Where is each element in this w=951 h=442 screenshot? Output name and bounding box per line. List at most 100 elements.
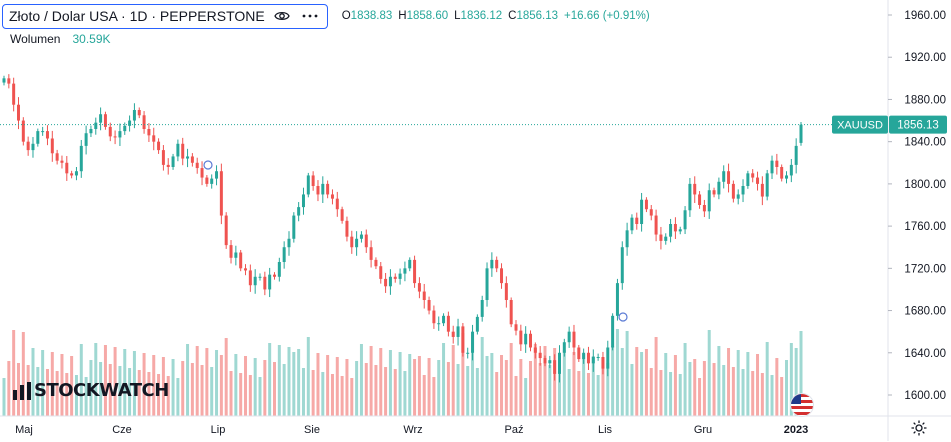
volume-bar xyxy=(379,348,383,416)
gear-icon[interactable] xyxy=(910,419,928,437)
volume-bar xyxy=(422,375,426,416)
symbol-box[interactable]: Złoto / Dolar USA · 1D · PEPPERSTONE xyxy=(2,3,328,29)
volume-bar xyxy=(330,374,334,416)
candle-body xyxy=(731,183,735,199)
volume-bar xyxy=(683,343,687,416)
candle-body xyxy=(591,357,595,364)
candle-body xyxy=(123,125,127,132)
candle-body xyxy=(306,175,310,195)
volume-bar xyxy=(461,333,465,416)
candle-body xyxy=(253,276,257,286)
volume-bar xyxy=(292,352,296,416)
candle-body xyxy=(248,270,252,286)
volume-bar xyxy=(113,347,117,416)
volume-bar xyxy=(369,346,373,416)
candle-body xyxy=(770,160,774,174)
candle-body xyxy=(422,291,426,300)
candle-body xyxy=(340,209,344,221)
more-options-icon[interactable] xyxy=(299,7,321,25)
candle-body xyxy=(94,122,98,129)
volume-bar xyxy=(524,378,528,416)
volume-bar xyxy=(707,330,711,416)
event-marker-icon[interactable] xyxy=(618,312,628,322)
candle-body xyxy=(630,217,634,231)
volume-bar xyxy=(31,348,35,416)
volume-bar xyxy=(765,342,769,416)
candle-body xyxy=(79,145,83,172)
candle-body xyxy=(480,300,484,317)
volume-bar xyxy=(45,369,49,416)
candle-body xyxy=(321,183,325,195)
volume-bar xyxy=(601,358,605,416)
volume-bar xyxy=(364,363,368,416)
volume-bar xyxy=(393,369,397,416)
symbol-title[interactable]: Złoto / Dolar USA · 1D · PEPPERSTONE xyxy=(9,7,265,24)
candle-body xyxy=(219,171,223,216)
candle-body xyxy=(461,326,465,353)
ohlc-values: O1838.83 H1858.60 L1836.12 C1856.13 +16.… xyxy=(342,10,650,22)
candle-body xyxy=(330,194,334,199)
candle-body xyxy=(364,234,368,248)
volume-bar xyxy=(780,377,784,416)
volume-bar xyxy=(495,372,499,416)
volume-bar xyxy=(359,344,363,416)
volume-bar xyxy=(258,377,262,416)
volume-label[interactable]: Wolumen xyxy=(10,32,61,46)
volume-bar xyxy=(79,344,83,416)
volume-bar xyxy=(567,369,571,416)
candles xyxy=(0,74,888,383)
candle-body xyxy=(50,138,54,154)
price-tag-text: 1856.13 xyxy=(897,120,939,132)
candle-body xyxy=(606,347,610,369)
candle-body xyxy=(746,173,750,186)
candle-body xyxy=(301,194,305,208)
candle-body xyxy=(442,315,446,324)
volume-bar xyxy=(74,375,78,416)
volume-bar xyxy=(500,355,504,416)
volume-bar xyxy=(731,367,735,416)
candle-body xyxy=(287,238,291,248)
us-flag-icon[interactable] xyxy=(790,393,814,417)
candle-body xyxy=(355,238,359,248)
candle-body xyxy=(557,352,561,374)
candle-body xyxy=(152,135,156,142)
watermark-text: STOCKWATCH xyxy=(34,380,169,401)
candle-body xyxy=(118,131,122,138)
volume-bar xyxy=(606,363,610,416)
volume-bar xyxy=(70,356,74,416)
candle-body xyxy=(693,183,697,195)
volume-bar xyxy=(451,345,455,416)
candle-body xyxy=(70,173,74,176)
candle-body xyxy=(702,205,706,212)
candle-body xyxy=(417,283,421,292)
candle-body xyxy=(147,129,151,136)
candle-body xyxy=(26,141,30,151)
x-tick-label: Lip xyxy=(211,424,226,436)
candle-body xyxy=(504,283,508,300)
ohlc-open: O1838.83 xyxy=(341,10,393,22)
candle-body xyxy=(577,347,581,360)
volume-bar xyxy=(688,362,692,416)
eye-icon[interactable] xyxy=(271,7,293,25)
ohlc-low: L1836.12 xyxy=(454,10,503,22)
volume-bar xyxy=(770,375,774,416)
event-marker-icon[interactable] xyxy=(203,160,213,170)
volume-bar xyxy=(176,378,180,416)
candle-body xyxy=(403,268,407,274)
volume-bar xyxy=(548,365,552,416)
volume-bar xyxy=(529,361,533,416)
volume-bar xyxy=(519,359,523,416)
volume-bar xyxy=(388,350,392,416)
x-tick-label: Lis xyxy=(598,424,613,436)
volume-value: 30.59K xyxy=(72,32,111,46)
volume-bar xyxy=(157,374,161,416)
volume-bar xyxy=(736,350,740,416)
volume-bar xyxy=(161,357,165,416)
ohlc-change: +16.66 (+0.91%) xyxy=(564,10,650,22)
volume-bar xyxy=(99,362,103,416)
volume-bar xyxy=(374,365,378,416)
volume-bar xyxy=(234,354,238,416)
candle-body xyxy=(596,357,600,358)
